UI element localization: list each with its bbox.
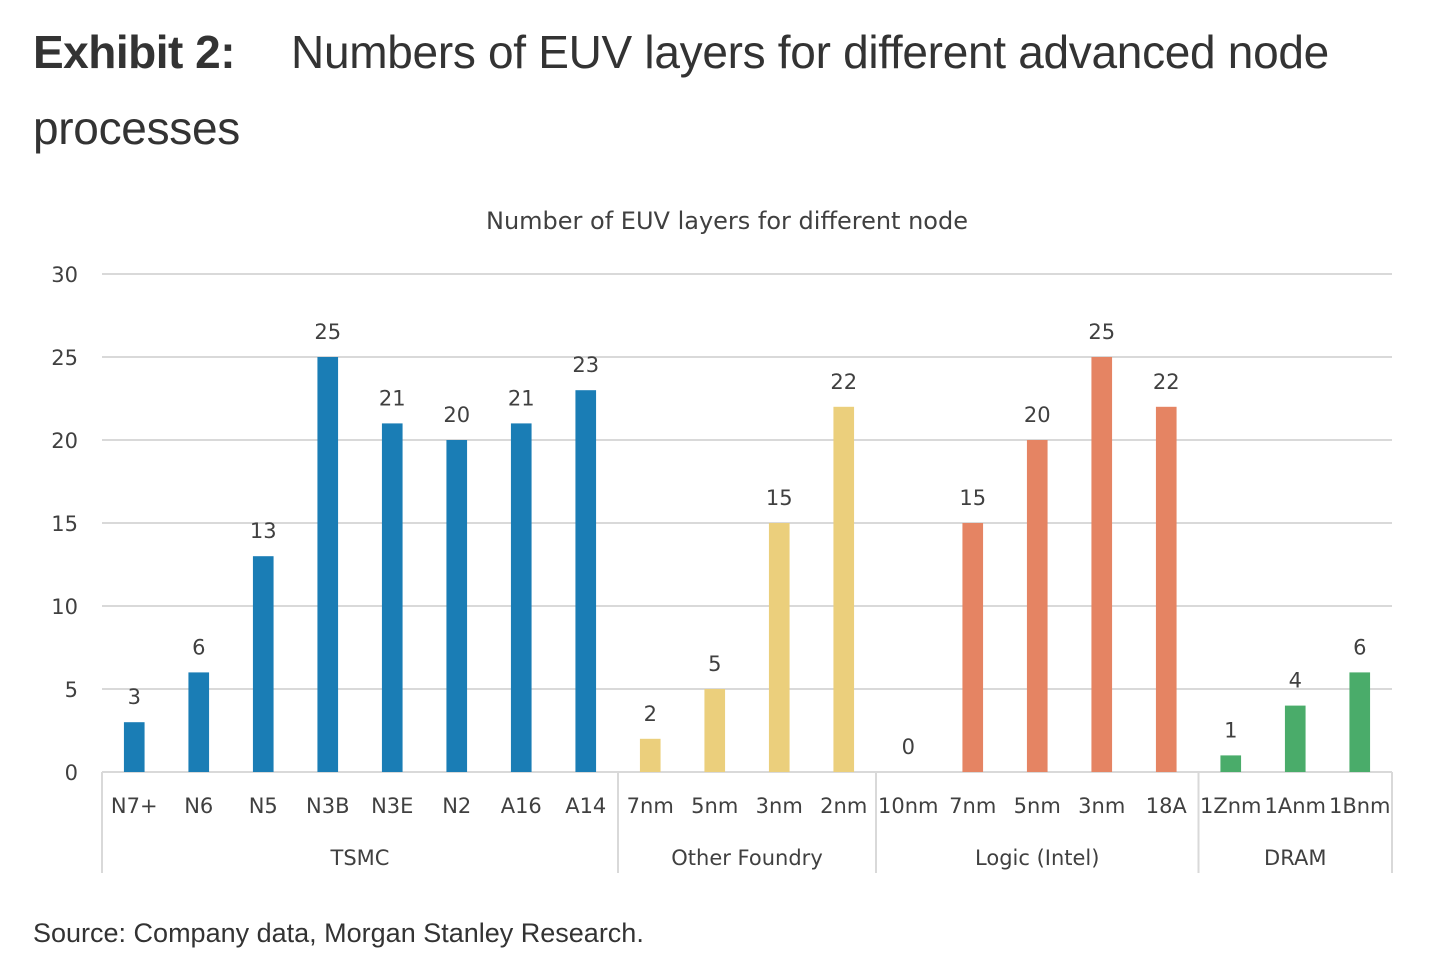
x-tick-label: N6 <box>184 794 213 818</box>
x-tick-label: 7nm <box>627 794 674 818</box>
x-tick-label: 3nm <box>756 794 803 818</box>
bar <box>1026 440 1048 772</box>
x-tick-label: 5nm <box>1014 794 1061 818</box>
exhibit-label: Exhibit 2: <box>33 26 236 78</box>
bar <box>639 738 661 772</box>
group-label: Other Foundry <box>671 846 823 870</box>
x-tick-label: 7nm <box>949 794 996 818</box>
exhibit-title: Numbers of EUV layers for different adva… <box>33 26 1329 154</box>
x-tick-label: N7+ <box>111 794 158 818</box>
source-note: Source: Company data, Morgan Stanley Res… <box>33 918 644 948</box>
x-tick-label: N2 <box>442 794 471 818</box>
y-tick-label: 15 <box>51 512 78 536</box>
y-tick-label: 20 <box>51 429 78 453</box>
group-label: Logic (Intel) <box>975 846 1099 870</box>
y-tick-label: 10 <box>51 595 78 619</box>
x-tick-label: A14 <box>565 794 606 818</box>
x-tick-label: 1Anm <box>1265 794 1327 818</box>
bar <box>1349 672 1371 772</box>
x-tick-label: N5 <box>249 794 278 818</box>
bar <box>188 672 210 772</box>
y-tick-label: 0 <box>65 761 78 785</box>
data-label: 3 <box>128 685 141 709</box>
data-label: 22 <box>830 370 857 394</box>
data-label: 15 <box>766 486 793 510</box>
y-tick-label: 5 <box>65 678 78 702</box>
data-label: 22 <box>1153 370 1180 394</box>
x-tick-label: 3nm <box>1078 794 1125 818</box>
x-tick-label: 18A <box>1146 794 1188 818</box>
group-label: TSMC <box>330 846 390 870</box>
data-label: 20 <box>443 403 470 427</box>
y-tick-label: 25 <box>51 346 78 370</box>
data-label: 23 <box>572 353 599 377</box>
data-label: 15 <box>959 486 986 510</box>
bar <box>962 523 984 772</box>
x-tick-label: 1Bnm <box>1329 794 1391 818</box>
data-label: 6 <box>1353 635 1366 659</box>
data-label: 0 <box>902 735 915 759</box>
bar <box>833 406 855 772</box>
data-label: 21 <box>508 386 535 410</box>
bar <box>317 357 339 772</box>
bar <box>1091 357 1113 772</box>
group-label: DRAM <box>1264 846 1326 870</box>
data-label: 25 <box>1088 320 1115 344</box>
bar <box>381 423 403 772</box>
bar <box>252 556 274 772</box>
bar <box>768 523 790 772</box>
x-tick-label: 5nm <box>691 794 738 818</box>
data-label: 5 <box>708 652 721 676</box>
bar <box>1220 755 1242 772</box>
x-tick-label: N3E <box>371 794 413 818</box>
labels: 3N7+6N613N525N3B21N3E20N221A1623A14TSMC2… <box>111 320 1391 870</box>
bar <box>704 689 726 772</box>
data-label: 21 <box>379 386 406 410</box>
x-tick-label: N3B <box>306 794 349 818</box>
bar <box>510 423 532 772</box>
data-label: 4 <box>1289 669 1302 693</box>
data-label: 2 <box>644 702 657 726</box>
bar <box>1155 406 1177 772</box>
x-tick-label: A16 <box>501 794 542 818</box>
bars <box>123 357 1371 772</box>
chart-title: Number of EUV layers for different node <box>486 207 968 235</box>
data-label: 13 <box>250 519 277 543</box>
bar <box>1284 705 1306 772</box>
y-tick-label: 30 <box>51 263 78 287</box>
bar <box>123 722 145 772</box>
data-label: 6 <box>192 635 205 659</box>
gridlines <box>102 273 1392 690</box>
x-tick-label: 10nm <box>878 794 939 818</box>
data-label: 1 <box>1224 718 1237 742</box>
data-label: 25 <box>314 320 341 344</box>
x-tick-label: 1Znm <box>1200 794 1262 818</box>
x-tick-label: 2nm <box>820 794 867 818</box>
bar <box>446 440 468 772</box>
data-label: 20 <box>1024 403 1051 427</box>
exhibit-heading: Exhibit 2: Numbers of EUV layers for diff… <box>33 14 1433 166</box>
bar <box>575 390 597 772</box>
